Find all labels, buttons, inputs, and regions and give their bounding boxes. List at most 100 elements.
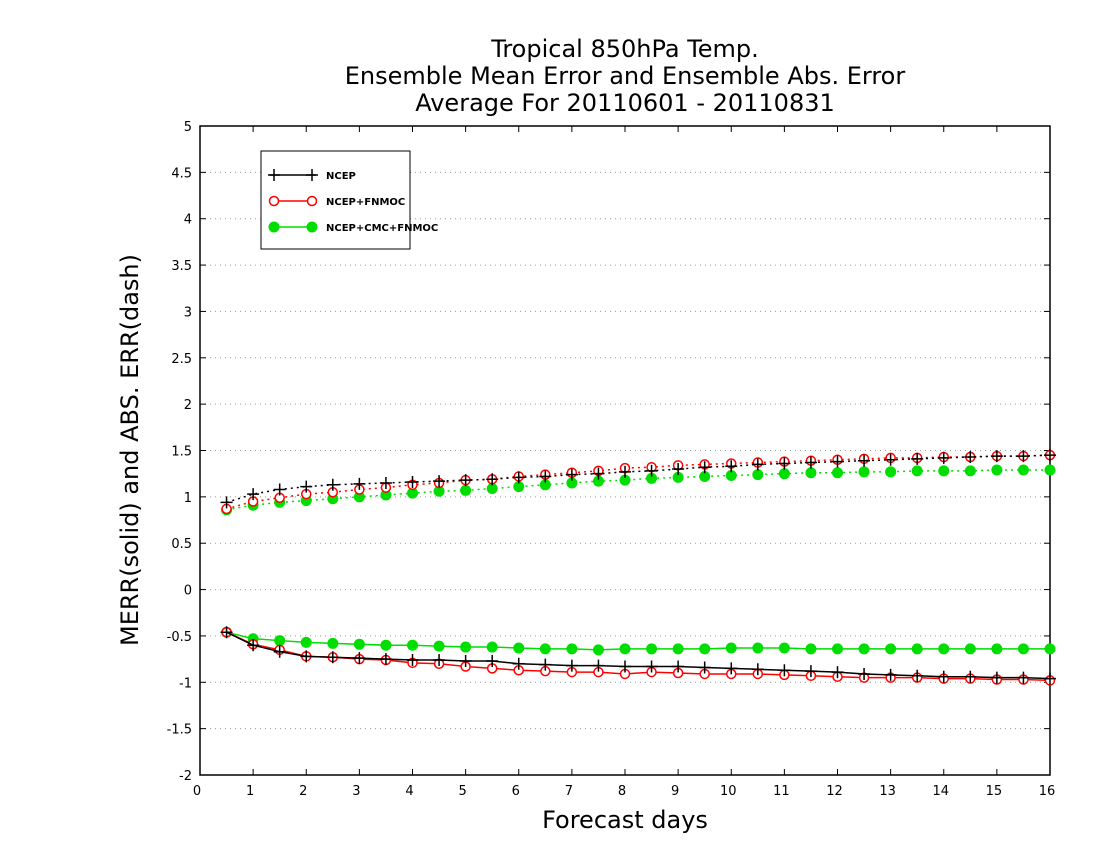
merr-point: [512, 657, 525, 670]
merr-point: [566, 643, 578, 655]
merr-point: [274, 635, 286, 647]
merr-point: [486, 641, 498, 653]
merr-point: [539, 643, 551, 655]
abs-err-point: [751, 458, 764, 471]
merr-point: [832, 643, 843, 655]
abs-err-point: [832, 467, 843, 479]
abs-err-point: [937, 451, 950, 464]
y-tick-label: 0.5: [171, 537, 192, 552]
merr-point: [619, 643, 631, 655]
merr-point: [911, 669, 924, 682]
y-tick-label: 4: [184, 213, 192, 228]
x-tick-label: 7: [565, 784, 573, 799]
merr-point: [645, 660, 658, 673]
x-tick-label: 15: [986, 784, 1003, 799]
merr-point: [884, 668, 897, 681]
abs-err-point: [911, 465, 923, 477]
abs-err-point: [990, 450, 1003, 463]
abs-err-point: [964, 450, 977, 463]
merr-point: [592, 659, 605, 672]
merr-point: [805, 643, 817, 655]
axis-ticks: -2-1.5-1-0.500.511.522.533.544.550 1 2 3 4 5 6…: [167, 120, 1056, 799]
abs-err-point: [1044, 449, 1056, 462]
merr-point: [353, 652, 366, 665]
abs-err-point: [1044, 464, 1056, 476]
merr-point: [646, 643, 658, 655]
merr-point: [539, 658, 552, 671]
abs-err-point: [379, 476, 392, 489]
abs-err-line: [226, 469, 1050, 511]
merr-point: [778, 664, 791, 677]
abs-err-point: [778, 457, 791, 470]
x-tick-label: 9: [671, 784, 679, 799]
series-layer: [220, 449, 1056, 686]
legend-label: NCEP+CMC+FNMOC: [326, 223, 438, 234]
y-tick-label: 3.5: [171, 259, 192, 274]
x-tick-label: 0: [193, 784, 201, 799]
abs-err-point: [459, 474, 472, 487]
y-tick-label: -1: [179, 676, 192, 691]
abs-err-point: [964, 465, 976, 477]
abs-err-point: [565, 468, 578, 481]
y-tick-label: 3: [184, 305, 192, 320]
abs-err-point: [752, 469, 764, 481]
abs-err-point: [460, 484, 472, 496]
merr-point: [1017, 671, 1030, 684]
abs-err-point: [645, 464, 658, 477]
merr-point: [1044, 643, 1056, 655]
abs-err-point: [512, 471, 525, 484]
x-tick-label: 10: [720, 784, 737, 799]
y-tick-label: -2: [179, 769, 192, 784]
legend-marker: [268, 221, 280, 233]
x-tick-label: 4: [405, 784, 413, 799]
abs-err-point: [273, 483, 286, 496]
x-tick-label: 5: [458, 784, 466, 799]
merr-point: [619, 660, 631, 673]
x-tick-label: 2: [299, 784, 307, 799]
merr-point: [565, 659, 578, 672]
merr-point: [725, 642, 737, 654]
legend-box: [260, 150, 411, 250]
abs-err-point: [300, 480, 313, 493]
x-tick-label: 1: [246, 784, 254, 799]
y-tick-label: 4.5: [171, 166, 192, 181]
abs-err-point: [1017, 464, 1029, 476]
abs-err-point: [486, 473, 499, 486]
abs-err-line: [226, 454, 1051, 510]
merr-point: [486, 654, 499, 667]
merr-point: [751, 663, 764, 676]
abs-err-point: [804, 456, 817, 469]
merr-point: [407, 639, 418, 651]
merr-point: [327, 637, 339, 649]
merr-point: [911, 643, 923, 655]
merr-point: [353, 638, 365, 650]
merr-point: [990, 671, 1003, 684]
legend-marker: [268, 169, 280, 181]
abs-err-point: [220, 496, 233, 509]
merr-point: [459, 654, 472, 667]
merr-point: [380, 639, 392, 651]
merr-point: [433, 654, 446, 667]
abs-err-point: [885, 466, 897, 478]
x-tick-label: 16: [1039, 784, 1056, 799]
merr-point: [964, 670, 977, 683]
series-ncep-merr: [220, 626, 1056, 685]
abs-err-point: [433, 475, 446, 488]
y-tick-label: 2.5: [171, 352, 192, 367]
merr-point: [964, 643, 976, 655]
abs-err-point: [858, 454, 871, 467]
merr-point: [1044, 672, 1056, 685]
merr-point: [433, 640, 445, 652]
grid-lines: [200, 171, 1050, 730]
abs-err-point: [725, 460, 738, 473]
legend-marker: [306, 195, 318, 207]
merr-point: [991, 643, 1003, 655]
legend-marker: [306, 221, 318, 233]
abs-err-point: [353, 477, 366, 490]
x-tick-label: 8: [618, 784, 626, 799]
abs-err-line: [226, 454, 1051, 504]
abs-err-point: [938, 465, 950, 477]
y-tick-label: -1.5: [167, 723, 192, 738]
x-tick-label: 12: [826, 784, 843, 799]
